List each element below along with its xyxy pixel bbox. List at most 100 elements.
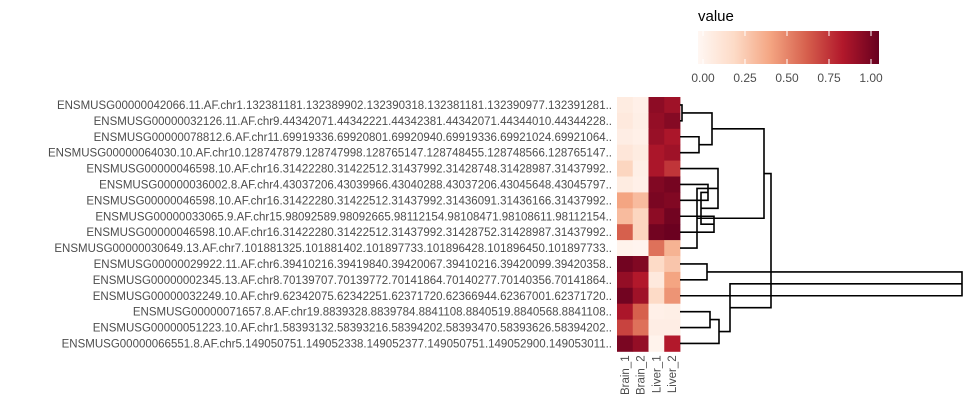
heatmap-cell [632, 271, 649, 289]
heatmap-cell [632, 335, 649, 352]
heatmap-cell [648, 256, 665, 273]
heatmap-cell [648, 287, 665, 305]
heatmap-cell [664, 208, 681, 225]
heatmap-cell [632, 240, 649, 257]
heatmap-cell [648, 176, 665, 193]
legend-title: value [698, 8, 734, 25]
heatmap-cell [664, 112, 681, 130]
row-label: ENSMUSG00000029922.11.AF.chr6.39410216.3… [94, 259, 612, 271]
heatmap-cell [664, 97, 681, 114]
heatmap-cell [648, 97, 665, 114]
heatmap-cell [632, 192, 649, 209]
heatmap-cell [648, 335, 665, 352]
heatmap-cell [664, 303, 681, 320]
heatmap-cell [648, 128, 665, 146]
legend-colorbar [698, 31, 879, 64]
column-label: Brain_2 [636, 355, 648, 395]
heatmap-cell [617, 97, 634, 114]
legend-tick-label: 0.75 [817, 71, 841, 85]
row-label: ENSMUSG00000042066.11.AF.chr1.132381181.… [57, 100, 612, 112]
heatmap-cell [648, 144, 665, 161]
heatmap-cell [632, 176, 649, 193]
heatmap-cell [648, 224, 665, 241]
row-label: ENSMUSG00000036002.8.AF.chr4.43037206.43… [99, 179, 612, 191]
heatmap-cell [617, 303, 634, 320]
heatmap-cell [632, 144, 649, 161]
row-label: ENSMUSG00000071657.8.AF.chr19.8839328.88… [133, 307, 612, 319]
row-label: ENSMUSG00000064030.10.AF.chr10.128747879… [48, 148, 612, 160]
row-label: ENSMUSG00000002345.13.AF.chr8.70139707.7… [93, 275, 612, 287]
row-label: ENSMUSG00000051223.10.AF.chr1.58393132.5… [93, 323, 612, 335]
column-labels: Brain_1 Brain_2 Liver_1 Liver_2 [620, 355, 679, 395]
legend-tick-label: 0.50 [775, 71, 799, 85]
row-labels: ENSMUSG00000042066.11.AF.chr1.132381181.… [48, 100, 612, 351]
heatmap-cell [617, 176, 634, 193]
heatmap-cells [617, 97, 681, 352]
heatmap-cell [632, 97, 649, 114]
heatmap-cell [632, 128, 649, 146]
column-label: Liver_2 [667, 355, 679, 393]
dendrogram-link [682, 112, 713, 146]
heatmap-cell [648, 319, 665, 336]
heatmap-cell [632, 287, 649, 305]
heatmap-cell [664, 335, 681, 352]
row-label: ENSMUSG00000032249.10.AF.chr9.62342075.6… [93, 291, 612, 303]
heatmap-cell [632, 319, 649, 336]
heatmap-cell [664, 240, 681, 257]
heatmap-cell [664, 256, 681, 273]
dendrogram-link [730, 172, 772, 309]
color-legend: value 0.00 0.25 0.50 0.75 1.00 [691, 8, 883, 85]
heatmap-cell [617, 128, 634, 146]
legend-tick-label: 1.00 [859, 71, 883, 85]
heatmap-cell [617, 160, 634, 177]
row-dendrogram [680, 104, 963, 345]
heatmap-cell [664, 319, 681, 336]
heatmap-cell [617, 335, 634, 352]
row-label: ENSMUSG00000066551.8.AF.chr5.149050751.1… [62, 338, 612, 350]
heatmap-cell [617, 240, 634, 257]
row-label: ENSMUSG00000030649.13.AF.chr7.101881325.… [54, 243, 612, 255]
heatmap-cell [632, 112, 649, 130]
heatmap-cell [648, 112, 665, 130]
heatmap-cell [617, 208, 634, 225]
heatmap-cell [664, 192, 681, 209]
heatmap-cell [632, 303, 649, 320]
heatmap-cell [648, 271, 665, 289]
dendrogram-link [680, 135, 700, 154]
heatmap-cell [632, 160, 649, 177]
dendrogram-link [680, 310, 711, 329]
heatmap-cell [617, 224, 634, 241]
heatmap-cell [617, 271, 634, 289]
dendrogram-link [697, 128, 765, 220]
heatmap-cell [648, 240, 665, 257]
heatmap-cell [664, 224, 681, 241]
heatmap-cell [664, 128, 681, 146]
heatmap-cell [617, 192, 634, 209]
row-label: ENSMUSG00000033065.9.AF.chr15.98092589.9… [95, 211, 612, 223]
heatmap-cell [632, 224, 649, 241]
legend-tick-label: 0.25 [733, 71, 757, 85]
heatmap-cell [648, 192, 665, 209]
heatmap-cell [617, 287, 634, 305]
column-label: Liver_1 [651, 355, 663, 393]
row-label: ENSMUSG00000032126.11.AF.chr9.44342071.4… [94, 116, 612, 128]
heatmap-cell [648, 208, 665, 225]
row-label: ENSMUSG00000046598.10.AF.chr16.31422280.… [86, 227, 612, 239]
heatmap-cell [617, 144, 634, 161]
heatmap-cell [664, 287, 681, 305]
heatmap-cell [632, 208, 649, 225]
heatmap-cell [617, 112, 634, 130]
legend-ticks: 0.00 0.25 0.50 0.75 1.00 [691, 31, 883, 85]
heatmap-cell [648, 303, 665, 320]
row-label: ENSMUSG00000046598.10.AF.chr16.31422280.… [86, 164, 612, 176]
heatmap-cell [664, 176, 681, 193]
heatmap-cell [664, 144, 681, 161]
heatmap-cell [664, 160, 681, 177]
heatmap-cell [648, 160, 665, 177]
dendrogram-link [680, 318, 720, 345]
legend-tick-label: 0.00 [691, 71, 715, 85]
heatmap-cell [632, 256, 649, 273]
heatmap-cell [664, 271, 681, 289]
row-label: ENSMUSG00000046598.10.AF.chr16.31422280.… [86, 195, 612, 207]
